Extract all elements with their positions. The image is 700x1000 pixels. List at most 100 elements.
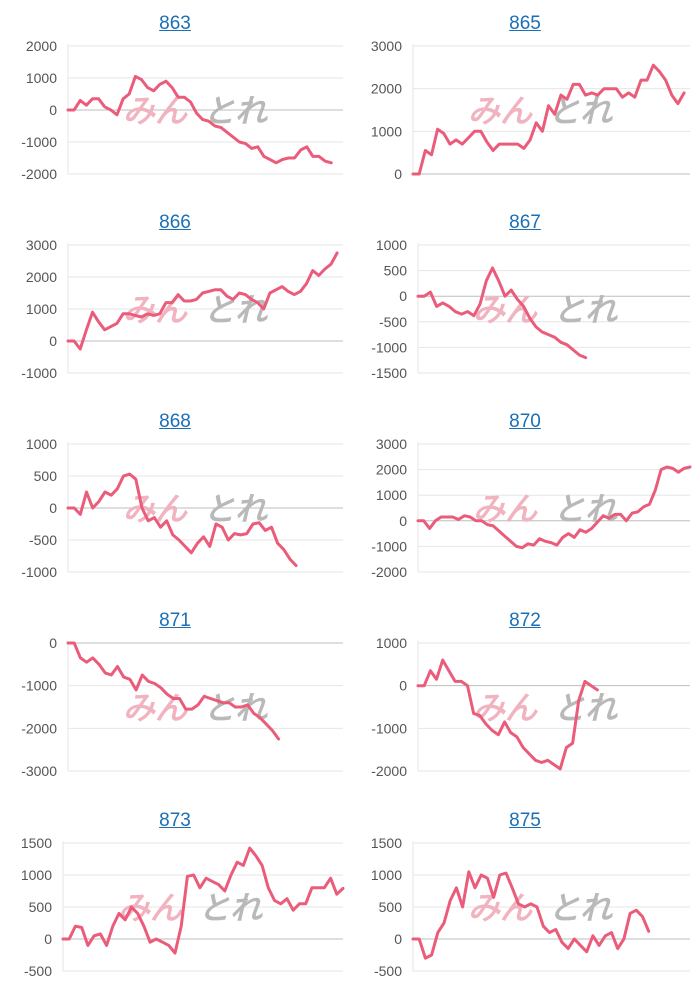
chart-title-link[interactable]: 868 bbox=[159, 411, 191, 432]
y-tick-label: 2000 bbox=[26, 269, 57, 285]
y-tick-label: 0 bbox=[49, 635, 57, 651]
y-tick-label: 0 bbox=[49, 500, 57, 516]
y-tick-label: 1000 bbox=[371, 123, 402, 139]
line-chart: 1500 1000 500 0 -500 みん とれ bbox=[21, 835, 345, 979]
y-tick-label: -1000 bbox=[21, 134, 57, 150]
watermark-right: とれ bbox=[553, 292, 618, 328]
y-tick-label: -1000 bbox=[371, 720, 407, 736]
watermark-right: とれ bbox=[548, 890, 613, 926]
y-tick-label: 2000 bbox=[376, 462, 407, 478]
chart-panel: 868 1000 500 0 -500 -1000 みん とれ bbox=[0, 398, 350, 598]
y-tick-label: 1500 bbox=[371, 835, 402, 851]
y-tick-label: -500 bbox=[24, 963, 52, 979]
watermark-left: みん bbox=[468, 93, 533, 129]
watermark-right: とれ bbox=[553, 690, 618, 726]
y-tick-label: 500 bbox=[379, 899, 403, 915]
y-tick-label: 500 bbox=[384, 263, 408, 279]
y-tick-label: 3000 bbox=[26, 237, 57, 253]
series-line bbox=[61, 846, 345, 955]
series-line bbox=[66, 251, 339, 351]
chart-panel: 872 1000 0 -1000 -2000 みん とれ bbox=[350, 597, 700, 797]
watermark-left: みん bbox=[123, 93, 188, 129]
y-tick-label: -500 bbox=[374, 963, 402, 979]
chart-panel: 867 1000 500 0 -500 -1000 -1500 みん とれ bbox=[350, 199, 700, 399]
y-tick-label: -500 bbox=[29, 532, 57, 548]
y-tick-label: 1000 bbox=[26, 301, 57, 317]
chart-panel: 863 2000 1000 0 -1000 -2000 みん とれ bbox=[0, 0, 350, 200]
series-line bbox=[66, 472, 298, 568]
chart-panel: 875 1500 1000 500 0 -500 みん とれ bbox=[350, 797, 700, 997]
y-tick-label: 0 bbox=[399, 678, 407, 694]
series-line bbox=[411, 870, 651, 960]
watermark-right: とれ bbox=[203, 93, 268, 129]
line-chart: 1500 1000 500 0 -500 みん とれ bbox=[371, 835, 690, 979]
watermark-right: とれ bbox=[553, 491, 618, 527]
chart-title-link[interactable]: 870 bbox=[509, 411, 541, 432]
y-tick-label: -3000 bbox=[21, 763, 57, 779]
y-tick-label: 500 bbox=[29, 899, 53, 915]
watermark-right: とれ bbox=[198, 890, 263, 926]
y-tick-label: 1000 bbox=[376, 487, 407, 503]
series-line bbox=[66, 74, 333, 165]
y-tick-label: -2000 bbox=[371, 763, 407, 779]
y-tick-label: -2000 bbox=[21, 720, 57, 736]
y-tick-label: -1000 bbox=[21, 678, 57, 694]
line-chart: 3000 2000 1000 0 みん とれ bbox=[371, 38, 690, 182]
y-tick-label: 0 bbox=[49, 333, 57, 349]
y-tick-label: 2000 bbox=[371, 81, 402, 97]
y-tick-label: 0 bbox=[49, 102, 57, 118]
chart-panel: 870 3000 2000 1000 0 -1000 -2000 みん とれ bbox=[350, 398, 700, 598]
y-tick-label: 1000 bbox=[26, 70, 57, 86]
y-tick-label: 1500 bbox=[21, 835, 52, 851]
series-line bbox=[416, 266, 588, 360]
chart-panel: 866 3000 2000 1000 0 -1000 みん とれ bbox=[0, 199, 350, 399]
y-tick-label: 0 bbox=[394, 931, 402, 947]
chart-title-link[interactable]: 875 bbox=[509, 810, 541, 831]
y-tick-label: -1000 bbox=[371, 538, 407, 554]
chart-title-link[interactable]: 867 bbox=[509, 212, 541, 233]
y-tick-label: 0 bbox=[399, 288, 407, 304]
y-tick-label: 1000 bbox=[376, 237, 407, 253]
y-tick-label: 0 bbox=[44, 931, 52, 947]
y-tick-label: -1000 bbox=[371, 339, 407, 355]
y-tick-label: 500 bbox=[34, 468, 58, 484]
watermark-right: とれ bbox=[203, 491, 268, 527]
y-tick-label: -1500 bbox=[371, 365, 407, 381]
y-tick-label: -500 bbox=[379, 314, 407, 330]
watermark-left: みん bbox=[123, 690, 188, 726]
watermark-right: とれ bbox=[548, 93, 613, 129]
y-tick-label: 1000 bbox=[26, 436, 57, 452]
series-line bbox=[416, 658, 599, 771]
watermark-left: みん bbox=[123, 292, 188, 328]
y-tick-label: 3000 bbox=[371, 38, 402, 54]
y-tick-label: 0 bbox=[394, 166, 402, 182]
watermark-left: みん bbox=[468, 890, 533, 926]
y-tick-label: 1000 bbox=[371, 867, 402, 883]
series-line bbox=[66, 641, 281, 741]
y-tick-label: 0 bbox=[399, 513, 407, 529]
chart-title-link[interactable]: 872 bbox=[509, 610, 541, 631]
y-tick-label: -1000 bbox=[21, 564, 57, 580]
line-chart: 2000 1000 0 -1000 -2000 みん とれ bbox=[21, 38, 343, 182]
y-tick-label: 1000 bbox=[376, 635, 407, 651]
y-tick-label: -2000 bbox=[371, 564, 407, 580]
watermark-left: みん bbox=[118, 890, 183, 926]
chart-title-link[interactable]: 871 bbox=[159, 610, 191, 631]
chart-title-link[interactable]: 863 bbox=[159, 13, 191, 34]
chart-panel: 871 0 -1000 -2000 -3000 みん とれ bbox=[0, 597, 350, 797]
chart-title-link[interactable]: 865 bbox=[509, 13, 541, 34]
y-tick-label: -1000 bbox=[21, 365, 57, 381]
chart-panel: 865 3000 2000 1000 0 みん とれ bbox=[350, 0, 700, 200]
chart-title-link[interactable]: 873 bbox=[159, 810, 191, 831]
series-line bbox=[411, 63, 686, 176]
y-tick-label: 1000 bbox=[21, 867, 52, 883]
chart-title-link[interactable]: 866 bbox=[159, 212, 191, 233]
y-tick-label: 2000 bbox=[26, 38, 57, 54]
